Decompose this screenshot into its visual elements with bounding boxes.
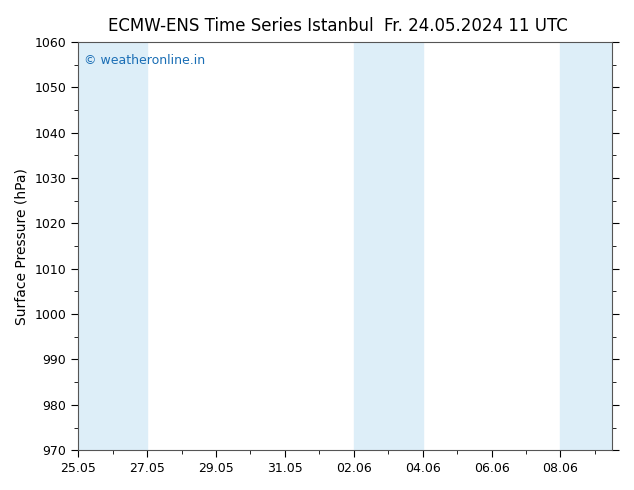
Bar [388, 42, 423, 450]
Bar [560, 42, 612, 450]
Text: © weatheronline.in: © weatheronline.in [84, 54, 205, 67]
Text: ECMW-ENS Time Series Istanbul: ECMW-ENS Time Series Istanbul [108, 17, 373, 35]
Bar [113, 42, 147, 450]
Bar [354, 42, 388, 450]
Y-axis label: Surface Pressure (hPa): Surface Pressure (hPa) [15, 168, 29, 324]
Text: Fr. 24.05.2024 11 UTC: Fr. 24.05.2024 11 UTC [384, 17, 567, 35]
Bar [78, 42, 113, 450]
